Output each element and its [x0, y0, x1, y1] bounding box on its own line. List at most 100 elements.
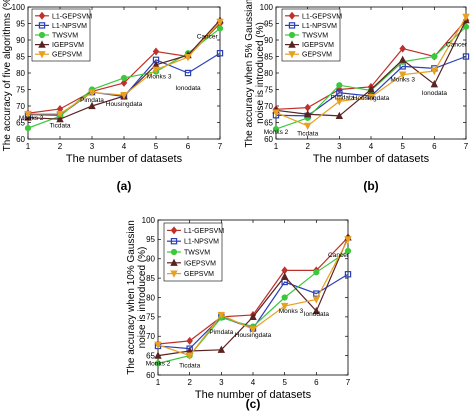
data-point-igepsvm [430, 80, 439, 88]
x-tick-label: 2 [305, 142, 310, 151]
dataset-annotation: Ticdata [297, 131, 318, 138]
y-tick-label: 70 [16, 102, 25, 111]
chart-panel-1: 60 65 70 75 80 85 90 95 100 1 2 3 4 5 6 7 The number of … [244, 0, 470, 193]
y-tick-label: 70 [264, 102, 273, 111]
data-point-igepsvm [56, 114, 64, 123]
dataset-annotation: Monks 3 [279, 308, 304, 315]
data-point-igepsvm [398, 55, 407, 63]
x-axis-label: The number of datasets [66, 153, 183, 165]
x-tick-label: 1 [274, 142, 279, 151]
y-tick-label: 75 [16, 85, 25, 94]
legend-marker [288, 31, 296, 39]
legend-marker [288, 22, 296, 29]
data-point-gepsvm [24, 110, 32, 119]
panel-label: (a) [117, 179, 132, 193]
y-axis-label: The accuracy of five algorithms (%) [2, 0, 13, 151]
legend-marker [170, 248, 178, 256]
x-tick-label: 5 [400, 142, 405, 151]
legend-marker [38, 51, 46, 59]
dataset-annotation: Ticdata [179, 362, 200, 369]
data-point-gepsvm [462, 13, 470, 22]
legend-marker [288, 11, 296, 20]
dataset-annotation: Monks 2 [146, 360, 171, 367]
legend-marker [38, 22, 46, 29]
legend-marker [38, 40, 46, 48]
data-point-igepsvm [154, 351, 162, 359]
legend-entry: IGEPSVM [184, 260, 216, 267]
data-point-twsvm [24, 125, 32, 132]
y-tick-label: 65 [264, 118, 273, 127]
y-tick-label: 85 [16, 52, 25, 61]
data-point-l1-gepsvm [399, 44, 406, 53]
legend-marker [288, 51, 296, 59]
data-point-l1-npsvm [184, 69, 192, 77]
y-tick-label: 90 [16, 36, 25, 45]
dataset-annotation: Cancer [446, 42, 468, 49]
data-point-gepsvm [154, 341, 162, 349]
legend-entry: IGEPSVM [52, 42, 84, 49]
data-point-l1-npsvm [216, 49, 224, 57]
y-tick-label: 100 [12, 3, 26, 12]
data-point-gepsvm [185, 352, 194, 360]
legend-entry: L1-GEPSVM [302, 13, 342, 20]
data-point-twsvm [216, 25, 224, 32]
x-tick-label: 7 [464, 142, 469, 151]
dataset-annotation: Monks 2 [264, 129, 289, 136]
data-point-l1-npsvm [336, 89, 343, 96]
data-point-gepsvm [344, 236, 352, 244]
data-point-gepsvm [120, 92, 128, 100]
y-axis-label: The accuracy when 10% Gaussiannoise is i… [126, 220, 148, 375]
legend-entry: TWSVM [184, 250, 210, 257]
dataset-annotation: Pimdata [80, 97, 104, 104]
x-tick-label: 6 [314, 378, 319, 387]
legend-marker [288, 40, 296, 48]
data-point-twsvm [313, 269, 320, 276]
data-point-gepsvm [217, 311, 226, 320]
data-point-l1-gepsvm [186, 336, 193, 345]
y-tick-label: 90 [146, 255, 155, 264]
data-point-gepsvm [280, 302, 289, 311]
data-point-twsvm [281, 294, 288, 301]
y-tick-label: 75 [264, 85, 273, 94]
data-point-igepsvm [367, 85, 375, 93]
y-tick-label: 90 [264, 36, 273, 45]
x-tick-label: 3 [90, 142, 95, 151]
data-point-igepsvm [217, 345, 226, 353]
data-point-gepsvm [335, 98, 344, 106]
data-point-gepsvm [367, 93, 375, 102]
dataset-annotation: Housingdata [353, 95, 390, 102]
data-point-igepsvm [88, 101, 96, 110]
legend-entry: IGEPSVM [302, 42, 334, 49]
data-point-l1-npsvm [462, 53, 470, 60]
legend-marker [38, 31, 46, 39]
x-tick-label: 1 [156, 378, 161, 387]
legend-entry: TWSVM [302, 33, 328, 40]
legend-entry: TWSVM [52, 33, 78, 40]
data-point-twsvm [336, 82, 343, 89]
data-point-l1-npsvm [344, 271, 352, 278]
x-tick-label: 4 [251, 378, 256, 387]
x-tick-label: 6 [432, 142, 437, 151]
y-tick-label: 60 [264, 135, 273, 144]
x-tick-label: 4 [122, 142, 127, 151]
chart-panel-2: 60 65 70 75 80 85 90 95 100 1 2 3 4 5 6 7 The number of … [126, 216, 352, 411]
data-point-igepsvm [312, 306, 321, 315]
data-point-gepsvm [88, 89, 96, 97]
data-point-igepsvm [335, 111, 344, 119]
data-point-l1-gepsvm [120, 78, 128, 87]
legend-marker [170, 238, 178, 245]
x-tick-label: 6 [186, 142, 191, 151]
data-point-twsvm [120, 74, 128, 82]
data-point-twsvm [154, 360, 162, 367]
x-axis-label: The number of datasets [313, 153, 430, 165]
dataset-annotation: Ionodata [422, 90, 448, 97]
y-tick-label: 60 [146, 371, 155, 380]
dataset-annotation: Pimdata [209, 329, 233, 336]
x-tick-label: 5 [282, 378, 287, 387]
dataset-annotation: Monks 3 [147, 73, 172, 80]
chart-panel-0: 60 65 70 75 80 85 90 95 100 1 2 3 4 5 6 7 The number of … [2, 0, 224, 193]
legend-marker [170, 258, 178, 266]
data-point-twsvm [344, 247, 352, 255]
x-tick-label: 1 [26, 142, 31, 151]
